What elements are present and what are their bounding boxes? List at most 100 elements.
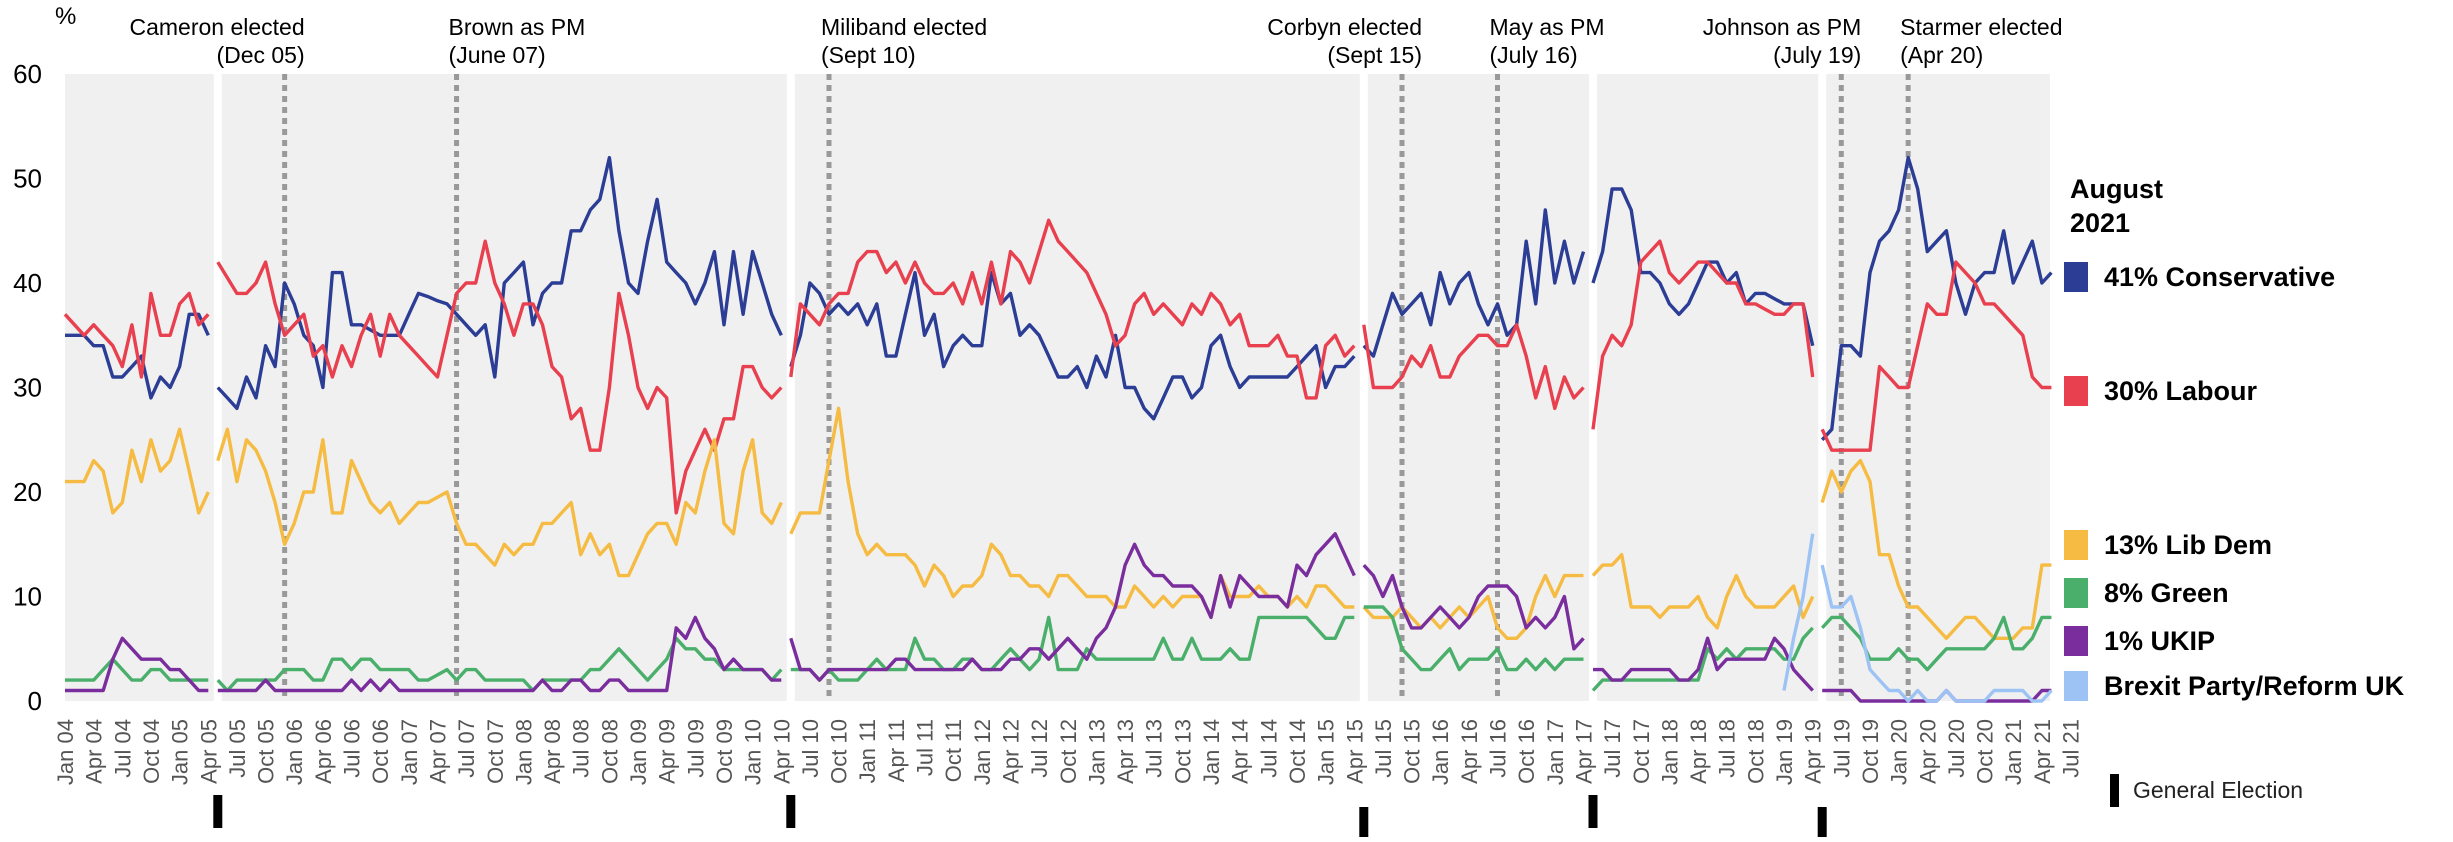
- legend-label-ukip: 1% UKIP: [2104, 625, 2216, 656]
- series-line-2-segment-3: [1362, 573, 1584, 640]
- legend-item-lib-dem: 13% Lib Dem: [2064, 530, 2272, 560]
- x-tick-label-23: Oct 09: [712, 719, 737, 784]
- x-tick-label-14: Jul 07: [454, 719, 479, 778]
- series-line-0-segment-3: [1362, 208, 1586, 358]
- y-tick-label-60: 60: [13, 59, 42, 89]
- general-election-key: General Election: [2110, 774, 2303, 807]
- series-line-1-segment-3: [1362, 323, 1585, 411]
- x-tick-label-10: Jul 06: [340, 719, 365, 778]
- x-tick-label-32: Jan 12: [970, 719, 995, 785]
- x-tick-label-17: Apr 08: [540, 719, 565, 784]
- x-tick-label-56: Jan 18: [1657, 719, 1682, 785]
- x-tick-label-15: Oct 07: [483, 719, 508, 784]
- x-tick-label-36: Jan 13: [1084, 719, 1109, 785]
- event-label-4-line1: May as PM: [1490, 14, 1605, 40]
- x-tick-label-8: Jan 06: [282, 719, 307, 785]
- x-tick-label-6: Jul 05: [225, 719, 250, 778]
- legend-label-labour: 30% Labour: [2104, 375, 2258, 406]
- x-tick-label-4: Jan 05: [168, 719, 193, 785]
- x-tick-label-45: Apr 15: [1342, 719, 1367, 784]
- general-election-marker-3: [1588, 795, 1598, 828]
- x-tick-label-12: Jan 07: [397, 719, 422, 785]
- x-tick-label-52: Jan 17: [1543, 719, 1568, 785]
- series-line-3-segment-2: [790, 615, 1355, 682]
- x-tick-label-43: Oct 14: [1285, 719, 1310, 784]
- plot-panel-0: [65, 74, 214, 701]
- x-tick-label-44: Jan 15: [1314, 719, 1339, 785]
- x-tick-label-51: Oct 16: [1514, 719, 1539, 784]
- x-tick-label-13: Apr 07: [425, 719, 450, 784]
- x-tick-label-64: Jan 20: [1887, 719, 1912, 785]
- x-tick-label-16: Jan 08: [511, 719, 536, 785]
- legend-item-brexit-reform: Brexit Party/Reform UK: [2064, 671, 2404, 701]
- event-label-3-line2: (Sept 15): [1327, 42, 1422, 68]
- x-tick-label-24: Jan 10: [741, 719, 766, 785]
- series-line-0-segment-2: [789, 270, 1356, 421]
- x-tick-label-0: Jan 04: [53, 719, 78, 785]
- series-line-2-segment-0: [65, 427, 210, 515]
- x-tick-label-29: Apr 11: [884, 719, 909, 782]
- general-election-marker-0: [213, 795, 223, 828]
- series-line-2-segment-1: [216, 427, 783, 578]
- x-tick-label-41: Apr 14: [1228, 719, 1253, 784]
- x-tick-label-35: Oct 12: [1056, 719, 1081, 784]
- x-tick-label-70: Jul 21: [2059, 719, 2084, 778]
- y-tick-label-0: 0: [28, 686, 42, 716]
- general-election-marker-1: [786, 795, 796, 828]
- x-tick-label-21: Apr 09: [655, 719, 680, 784]
- series-line-2-segment-5: [1820, 458, 2052, 640]
- plot-panel-5: [1826, 74, 2050, 701]
- legend-swatch-labour: [2064, 376, 2088, 406]
- series-line-4-segment-0: [65, 636, 209, 693]
- event-label-0-line2: (Dec 05): [216, 42, 304, 68]
- event-label-5-line1: Johnson as PM: [1703, 14, 1862, 40]
- legend-swatch-lib-dem: [2064, 530, 2088, 560]
- x-tick-label-50: Jul 16: [1486, 719, 1511, 778]
- y-unit-label: %: [55, 3, 76, 30]
- x-tick-label-33: Apr 12: [998, 719, 1023, 784]
- x-tick-label-9: Apr 06: [311, 719, 336, 784]
- x-tick-label-54: Jul 17: [1600, 719, 1625, 778]
- event-label-1-line2: (June 07): [449, 42, 546, 68]
- legend-label-lib-dem: 13% Lib Dem: [2104, 529, 2273, 560]
- plot-panel-2: [794, 74, 1360, 701]
- x-tick-label-66: Jul 20: [1944, 719, 1969, 778]
- x-tick-label-39: Oct 13: [1170, 719, 1195, 784]
- x-tick-label-62: Jul 19: [1829, 719, 1854, 778]
- series-line-4-segment-3: [1362, 563, 1585, 651]
- x-tick-label-49: Apr 16: [1457, 719, 1482, 784]
- x-tick-label-53: Apr 17: [1571, 719, 1596, 784]
- x-tick-label-20: Jan 09: [626, 719, 651, 785]
- legend-swatch-ukip: [2064, 626, 2088, 656]
- series-line-1-segment-0: [63, 291, 210, 379]
- x-tick-label-42: Jul 14: [1256, 719, 1281, 778]
- x-tick-label-18: Jul 08: [569, 719, 594, 778]
- series-line-1-segment-1: [216, 239, 783, 515]
- x-tick-label-7: Oct 05: [254, 719, 279, 784]
- x-tick-label-63: Oct 19: [1858, 719, 1883, 784]
- event-label-5-line2: (July 19): [1773, 42, 1861, 68]
- y-tick-label-10: 10: [13, 582, 42, 612]
- y-tick-label-40: 40: [13, 268, 42, 298]
- x-tick-label-28: Jan 11: [855, 719, 880, 783]
- series-line-5-segment-1: [1820, 564, 2053, 703]
- x-tick-label-26: Jul 10: [798, 719, 823, 778]
- series-line-3-segment-5: [1820, 615, 2052, 672]
- x-tick-label-31: Oct 11: [941, 719, 966, 782]
- event-label-1-line1: Brown as PM: [449, 14, 586, 40]
- event-label-6-line1: Starmer elected: [1900, 14, 2062, 40]
- general-election-marker-2: [1359, 807, 1369, 840]
- x-tick-label-22: Jul 09: [683, 719, 708, 778]
- event-label-3-line1: Corbyn elected: [1267, 14, 1422, 40]
- x-tick-label-59: Oct 18: [1743, 719, 1768, 784]
- legend-label-brexit-reform: Brexit Party/Reform UK: [2104, 670, 2405, 701]
- x-tick-label-38: Jul 13: [1142, 719, 1167, 778]
- event-label-2-line2: (Sept 10): [821, 42, 916, 68]
- series-line-2-segment-4: [1591, 553, 1815, 630]
- x-tick-label-61: Apr 19: [1801, 719, 1826, 784]
- x-tick-label-69: Apr 21: [2030, 719, 2055, 784]
- legend-swatch-conservative: [2064, 262, 2088, 292]
- legend-label-conservative: 41% Conservative: [2104, 261, 2336, 292]
- legend-swatch-brexit-reform: [2064, 671, 2088, 701]
